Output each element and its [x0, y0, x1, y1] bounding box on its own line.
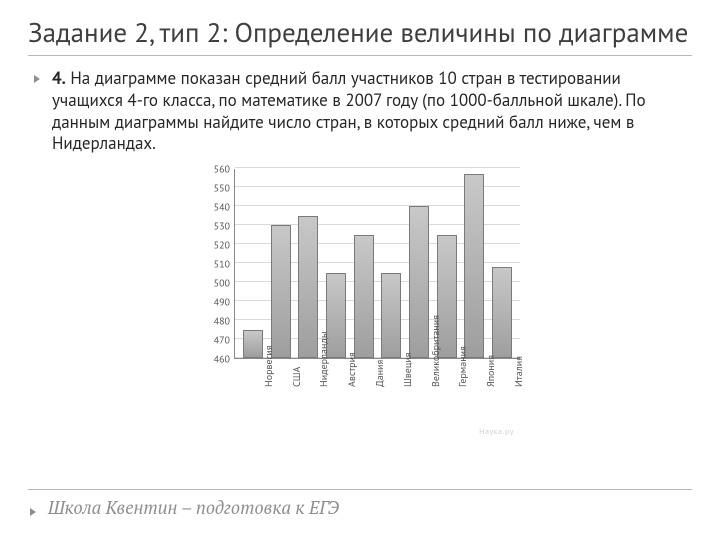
- y-tick-label: 540: [214, 201, 230, 214]
- problem-text: 4. На диаграмме показан средний балл уча…: [52, 68, 688, 155]
- bar-chart: 460470480490500510520530540550560 Норвег…: [200, 169, 520, 433]
- bar: [381, 273, 401, 359]
- footer-text: Школа Квентин – подготовка к ЕГЭ: [48, 496, 339, 520]
- bar: [243, 330, 263, 359]
- y-axis: 460470480490500510520530540550560: [200, 169, 234, 359]
- problem-body: На диаграмме показан средний балл участн…: [52, 67, 646, 154]
- x-labels: НорвегияСШАНидерландыАвстрияДанияШвецияВ…: [234, 359, 520, 433]
- y-tick-label: 520: [214, 239, 230, 252]
- problem-number: 4.: [52, 67, 66, 89]
- y-tick-label: 480: [214, 315, 230, 328]
- bullet-icon: [32, 74, 44, 86]
- y-tick-label: 490: [214, 296, 230, 309]
- footer: Школа Квентин – подготовка к ЕГЭ: [28, 489, 692, 520]
- grid-line: [235, 167, 520, 168]
- y-tick-label: 530: [214, 220, 230, 233]
- bar: [409, 206, 429, 358]
- y-tick-label: 470: [214, 334, 230, 347]
- bar: [298, 216, 318, 359]
- chart-inner: 460470480490500510520530540550560: [200, 169, 520, 359]
- problem-row: 4. На диаграмме показан средний балл уча…: [28, 68, 692, 155]
- bar: [464, 174, 484, 358]
- plot-area: [234, 169, 520, 359]
- slide: Задание 2, тип 2: Определение величины п…: [0, 0, 720, 540]
- x-axis: НорвегияСШАНидерландыАвстрияДанияШвецияВ…: [200, 359, 520, 433]
- y-tick-label: 560: [214, 163, 230, 176]
- y-tick-label: 550: [214, 182, 230, 195]
- bar: [492, 267, 512, 358]
- bars-container: [235, 169, 520, 358]
- chart-watermark: Наука.ру: [479, 427, 514, 437]
- bar: [271, 225, 291, 358]
- x-tick-label: Италия: [512, 367, 582, 387]
- page-title: Задание 2, тип 2: Определение величины п…: [28, 18, 692, 49]
- y-tick-label: 500: [214, 277, 230, 290]
- y-tick-label: 510: [214, 258, 230, 271]
- footer-bullet-icon: [28, 502, 40, 514]
- title-block: Задание 2, тип 2: Определение величины п…: [28, 18, 692, 56]
- bar: [354, 235, 374, 359]
- y-tick-label: 460: [214, 353, 230, 366]
